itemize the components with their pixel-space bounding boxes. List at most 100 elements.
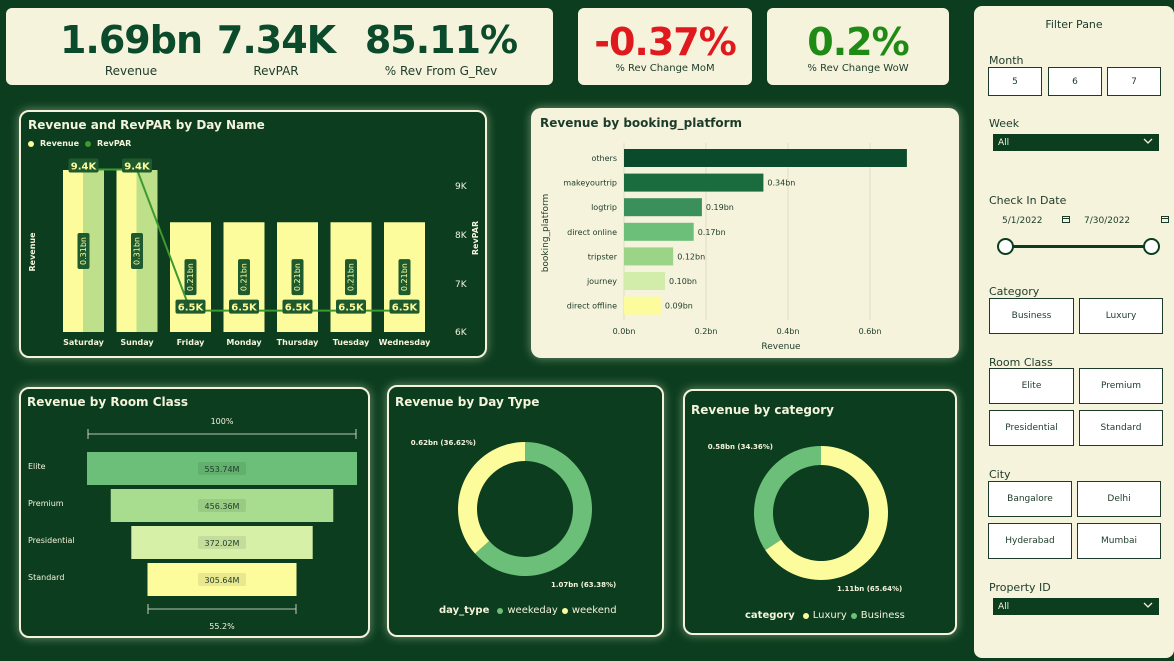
platform-data-label: 0.19bn bbox=[706, 203, 734, 212]
room-label-bg bbox=[198, 536, 246, 549]
calendar-icon[interactable] bbox=[1062, 215, 1070, 226]
revpar-label-bg bbox=[175, 299, 206, 314]
month-button-6[interactable]: 6 bbox=[1048, 67, 1102, 96]
day-right-tick: 8K bbox=[455, 231, 468, 241]
day-type-donut: 1.07bn (63.38%) 0.62bn (36.62%) bbox=[411, 439, 617, 589]
revpar-label-bg bbox=[282, 299, 313, 314]
day-x-tick: Wednesday bbox=[379, 338, 431, 347]
room-button-presidential[interactable]: Presidential bbox=[989, 410, 1074, 446]
legend-dot-business bbox=[850, 612, 857, 619]
platform-bar bbox=[624, 272, 665, 290]
day-right-tick: 7K bbox=[455, 280, 468, 290]
property-id-label: Property ID bbox=[989, 581, 1051, 594]
room-chart-title: Revenue by Room Class bbox=[27, 395, 189, 409]
room-button-elite[interactable]: Elite bbox=[989, 368, 1074, 404]
revpar-data-label: 9.4K bbox=[71, 162, 98, 173]
platform-bar bbox=[624, 222, 694, 241]
month-button-5[interactable]: 5 bbox=[988, 67, 1042, 96]
month-button-7[interactable]: 7 bbox=[1107, 67, 1161, 96]
category-legend: category Luxury Business bbox=[745, 610, 905, 621]
room-funnel-bar bbox=[87, 452, 357, 485]
chevron-down-icon bbox=[1143, 136, 1153, 149]
revpar-bar-overlay bbox=[83, 170, 104, 332]
category-button-business[interactable]: Business bbox=[989, 298, 1074, 334]
date-slider-handle-end[interactable] bbox=[1143, 238, 1160, 255]
category-button-luxury[interactable]: Luxury bbox=[1079, 298, 1163, 334]
revenue-data-label: 0.21bn bbox=[240, 263, 249, 291]
date-end-value: 7/30/2022 bbox=[1084, 216, 1131, 226]
week-dropdown-value: All bbox=[998, 137, 1010, 148]
day-chart-title: Revenue and RevPAR by Day Name bbox=[28, 118, 265, 132]
room-label-bg bbox=[198, 462, 246, 475]
date-slider-handle-start[interactable] bbox=[997, 238, 1014, 255]
room-bottom-pct: 55.2% bbox=[209, 622, 235, 631]
room-label-bg bbox=[198, 573, 246, 586]
day-x-tick: Friday bbox=[177, 338, 206, 347]
platform-y-tick: makeyourtrip bbox=[563, 179, 617, 188]
legend-luxury: Luxury bbox=[812, 610, 847, 621]
donut-slice bbox=[475, 442, 592, 576]
mom-label: % Rev Change MoM bbox=[615, 63, 715, 74]
month-label: Month bbox=[989, 54, 1024, 67]
day-x-tick: Monday bbox=[226, 338, 262, 347]
legend-revpar: RevPAR bbox=[97, 139, 132, 148]
city-button-bangalore[interactable]: Bangalore bbox=[988, 481, 1072, 517]
room-top-pct: 100% bbox=[211, 417, 234, 426]
donut-slice bbox=[765, 446, 888, 580]
date-slider-track[interactable] bbox=[1005, 245, 1152, 248]
day-right-tick: 9K bbox=[455, 182, 468, 192]
calendar-icon[interactable] bbox=[1161, 215, 1169, 226]
revenue-data-label: 0.21bn bbox=[293, 263, 302, 291]
daytype-legend-title: day_type bbox=[439, 605, 490, 616]
legend-dot-revpar bbox=[85, 140, 92, 147]
date-start-input[interactable]: 5/1/2022 bbox=[996, 214, 1072, 228]
city-button-mumbai[interactable]: Mumbai bbox=[1077, 523, 1161, 559]
platform-y-tick: direct online bbox=[567, 228, 617, 237]
filter-pane-title: Filter Pane bbox=[1045, 18, 1103, 31]
platform-bar bbox=[624, 173, 764, 192]
revpar-label-bg bbox=[68, 158, 99, 173]
day-x-tick: Sunday bbox=[120, 338, 154, 347]
property-id-dropdown[interactable]: All bbox=[993, 598, 1159, 615]
room-category-label: Elite bbox=[28, 462, 46, 471]
platform-data-label: 0.09bn bbox=[665, 302, 693, 311]
platform-chart: booking_platform Revenue 0.0bn 0.2bn 0.4… bbox=[541, 143, 907, 352]
platform-chart-title: Revenue by booking_platform bbox=[540, 116, 743, 130]
mom-value: -0.37% bbox=[594, 20, 737, 64]
revpar-data-label: 6.5K bbox=[178, 303, 205, 314]
day-right-tick: 6K bbox=[455, 328, 468, 338]
category-legend-title: category bbox=[745, 610, 795, 621]
revpar-label-bg bbox=[229, 299, 259, 314]
revpar-data-label: 6.5K bbox=[285, 303, 312, 314]
platform-x-tick: 0.2bn bbox=[695, 327, 718, 336]
legend-dot-weekend bbox=[561, 607, 568, 614]
room-funnel-bar bbox=[147, 563, 297, 596]
revenue-label-bg bbox=[238, 259, 250, 296]
revpar-data-label: 6.5K bbox=[231, 303, 258, 314]
chevron-down-icon bbox=[1143, 600, 1153, 613]
room-button-standard[interactable]: Standard bbox=[1079, 410, 1163, 446]
revpar-value: 7.34K bbox=[216, 18, 336, 62]
date-end-input[interactable]: 7/30/2022 bbox=[1078, 214, 1169, 228]
daytype-legend: day_type weekeday weekend bbox=[439, 605, 617, 616]
kpi-card-main: 1.69bn Revenue 7.34K RevPAR 85.11% % Rev… bbox=[6, 8, 553, 85]
room-category-label: Presidential bbox=[28, 536, 75, 545]
donut-data-label: 0.62bn (36.62%) bbox=[411, 439, 476, 447]
platform-y-tick: others bbox=[592, 154, 617, 163]
day-ylabel-left: Revenue bbox=[28, 232, 37, 272]
platform-data-label: 0.17bn bbox=[698, 228, 726, 237]
room-button-premium[interactable]: Premium bbox=[1079, 368, 1163, 404]
city-button-hyderabad[interactable]: Hyderabad bbox=[988, 523, 1072, 559]
city-button-delhi[interactable]: Delhi bbox=[1077, 481, 1161, 517]
revenue-data-label: 0.21bn bbox=[186, 263, 195, 291]
legend-weekend: weekend bbox=[571, 605, 617, 616]
room-data-label: 305.64M bbox=[205, 576, 240, 585]
week-dropdown[interactable]: All bbox=[993, 134, 1159, 151]
revpar-data-label: 6.5K bbox=[338, 303, 365, 314]
kpi-card-wow: 0.2% % Rev Change WoW bbox=[767, 8, 949, 85]
platform-y-tick: journey bbox=[586, 277, 617, 286]
checkin-label: Check In Date bbox=[989, 194, 1067, 207]
platform-data-label: 0.34bn bbox=[767, 179, 795, 188]
room-label-bg bbox=[198, 499, 246, 512]
platform-data-label: 0.12bn bbox=[677, 252, 705, 261]
